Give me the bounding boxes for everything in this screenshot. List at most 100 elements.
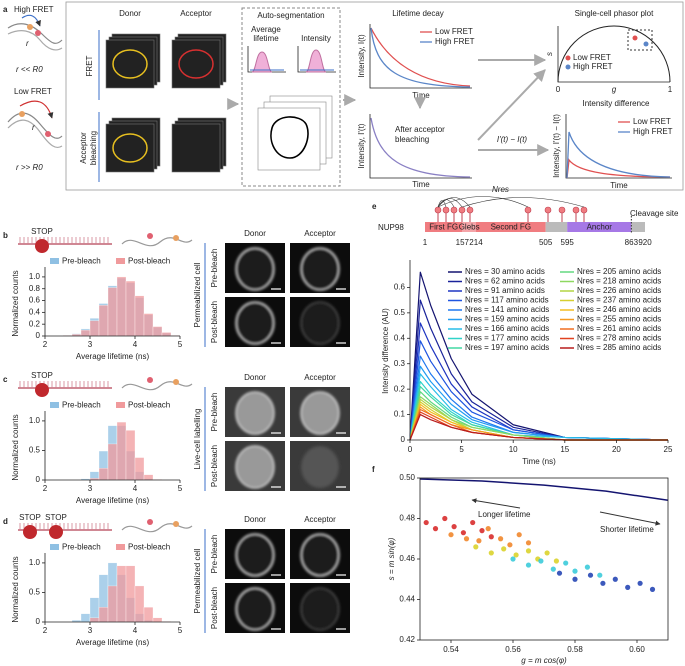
title: Lifetime decay [392, 9, 444, 18]
mask-frame [257, 107, 321, 171]
y-tick-label: 0.4 [394, 333, 406, 342]
bar [98, 607, 109, 623]
row-label: Pre-bleach [210, 249, 219, 288]
point [513, 552, 519, 558]
strand [121, 381, 193, 391]
domain [631, 222, 645, 232]
legend-label: Nres = 159 amino acids [465, 315, 549, 324]
legend-label: Pre-bleach [62, 257, 101, 266]
legend-label: Nres = 255 amino acids [577, 315, 661, 324]
domain-label: First FG [429, 223, 458, 232]
point [553, 558, 560, 564]
axis-label: Time [412, 91, 430, 100]
legend-label: Nres = 205 amino acids [577, 267, 661, 276]
point [587, 572, 594, 578]
cell [300, 445, 340, 489]
y-tick-label: 1.0 [29, 272, 41, 281]
fg-repeat [580, 206, 588, 214]
point [516, 532, 522, 538]
x-tick-label: 4 [133, 626, 138, 635]
dye [147, 519, 153, 525]
point [563, 560, 569, 566]
point [544, 550, 550, 556]
axis [369, 114, 472, 179]
column-title: Donor [244, 373, 266, 382]
panel-label: d [3, 517, 8, 526]
row-label: Post-bleach [210, 587, 219, 629]
cell [300, 391, 340, 435]
arc [437, 197, 471, 208]
axis-label: s [545, 52, 554, 56]
title: Single-cell phasor plot [575, 9, 654, 18]
legend-label: Pre-bleach [62, 401, 101, 410]
fg-repeat [434, 206, 442, 214]
cell-outline [178, 49, 214, 79]
legend-swatch [50, 544, 59, 550]
legend-label: Nres = 278 amino acids [577, 334, 661, 343]
label: lifetime [253, 34, 279, 43]
dye [147, 233, 153, 239]
x-tick-label: 3 [88, 626, 93, 635]
position-label: 214 [469, 238, 483, 247]
cell [235, 247, 275, 291]
label: Intensity [301, 34, 331, 43]
label: r << R0 [16, 65, 43, 74]
y-tick-label: 0.2 [29, 319, 41, 328]
point [597, 572, 603, 578]
label: I'(t) − I(t) [497, 135, 528, 144]
semicircle [557, 25, 671, 83]
fg-repeat [442, 206, 450, 214]
x-tick-label: 0.60 [629, 645, 645, 654]
panel-box [65, 1, 684, 191]
point [470, 519, 476, 526]
axis-label: Intensity difference (AU) [381, 308, 390, 394]
legend-label: Nres = 226 amino acids [577, 286, 661, 295]
column-title: Donor [244, 515, 266, 524]
chain [7, 112, 63, 139]
frame [419, 477, 669, 641]
roadblock [35, 239, 49, 253]
label: High FRET [14, 5, 54, 14]
cell-outline [112, 133, 148, 163]
label: Cleavage site [630, 209, 679, 218]
x-tick-label: 0 [408, 445, 413, 454]
y-tick-label: 0 [36, 475, 41, 484]
label: r >> R0 [16, 163, 43, 172]
group-label: Permeabilized cell [193, 262, 202, 327]
bar [125, 280, 136, 337]
y-tick-label: 0 [36, 331, 41, 340]
title: Intensity difference [582, 99, 650, 108]
point [423, 519, 429, 526]
point [584, 564, 591, 570]
bar [107, 287, 118, 337]
cell [300, 533, 340, 577]
legend-label: Low FRET [633, 117, 671, 126]
legend-label: Nres = 177 amino acids [465, 334, 549, 343]
column-title: Acceptor [304, 229, 336, 238]
point [525, 548, 532, 554]
point [556, 570, 563, 576]
legend-label: Nres = 141 amino acids [465, 305, 549, 314]
y-tick-label: 0.46 [399, 554, 415, 563]
legend-label: Post-bleach [128, 543, 170, 552]
legend-label: Nres = 197 amino acids [465, 343, 549, 352]
x-tick-label: 5 [178, 626, 183, 635]
y-tick-label: 0.6 [394, 283, 406, 292]
dye [147, 377, 153, 383]
dye [173, 235, 179, 241]
image-frame [171, 39, 221, 89]
curve [566, 131, 671, 179]
row-label: bleaching [89, 131, 98, 165]
legend-label: Post-bleach [128, 257, 170, 266]
fg-repeat [450, 206, 458, 214]
domain [545, 222, 568, 232]
y-tick-label: 0.42 [399, 635, 415, 644]
point [432, 526, 439, 532]
column-title: Acceptor [304, 373, 336, 382]
bar [134, 295, 145, 337]
arrow [471, 498, 521, 509]
dot [643, 41, 649, 47]
bar [89, 320, 100, 337]
protein-label: NUP98 [378, 223, 404, 232]
bar [98, 305, 109, 337]
